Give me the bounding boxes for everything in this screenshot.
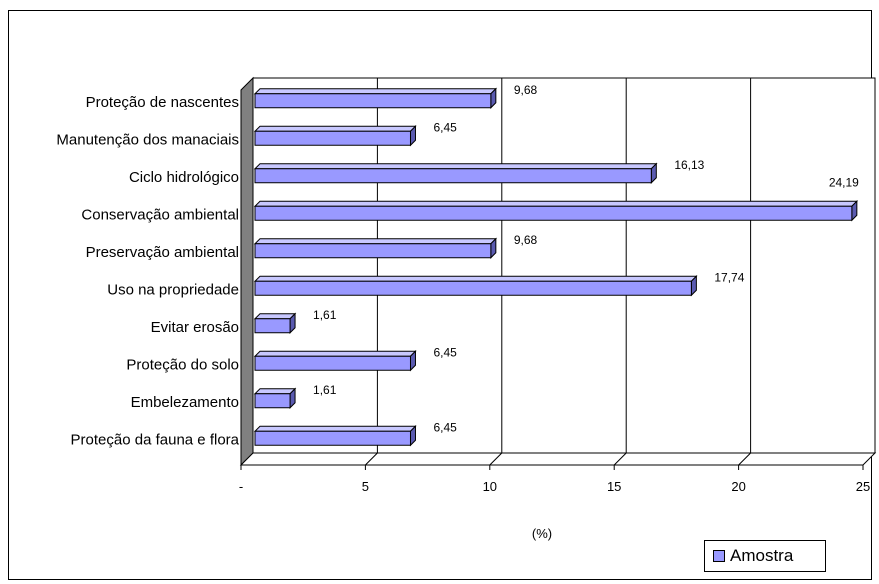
x-tick-label: 5 bbox=[362, 479, 369, 494]
legend-label: Amostra bbox=[730, 546, 794, 565]
bar bbox=[254, 355, 411, 371]
bar-top bbox=[253, 275, 698, 282]
category-label: Proteção da fauna e flora bbox=[71, 431, 240, 448]
bar-top bbox=[253, 238, 498, 245]
bar bbox=[254, 318, 291, 334]
data-label: 6,45 bbox=[433, 120, 457, 134]
bar-top bbox=[253, 313, 297, 320]
bar bbox=[254, 93, 492, 109]
gridline-floor bbox=[738, 452, 751, 466]
data-label: 16,13 bbox=[674, 158, 704, 172]
x-tick-label: 20 bbox=[731, 479, 745, 494]
category-label: Evitar erosão bbox=[151, 319, 239, 336]
x-tick-label: 10 bbox=[483, 479, 497, 494]
data-label: 1,61 bbox=[313, 308, 337, 322]
data-label: 9,68 bbox=[514, 83, 538, 97]
bar bbox=[254, 430, 411, 446]
bar-top bbox=[253, 388, 297, 395]
category-label: Preservação ambiental bbox=[86, 244, 239, 261]
x-axis-label: (%) bbox=[532, 526, 552, 541]
category-label: Conservação ambiental bbox=[81, 206, 239, 223]
bar-top bbox=[253, 200, 859, 207]
bar bbox=[254, 393, 291, 409]
data-label: 1,61 bbox=[313, 383, 337, 397]
category-label: Proteção de nascentes bbox=[86, 94, 239, 111]
x-tick-label: 25 bbox=[856, 479, 870, 494]
plot-side-wall bbox=[240, 76, 254, 467]
data-label: 24,19 bbox=[829, 175, 859, 189]
bar bbox=[254, 130, 411, 146]
data-label: 17,74 bbox=[714, 270, 744, 284]
bar bbox=[254, 168, 652, 184]
bar-top bbox=[253, 350, 417, 357]
category-label: Embelezamento bbox=[131, 394, 239, 411]
bar bbox=[254, 280, 692, 296]
bar-top bbox=[253, 425, 417, 432]
bar bbox=[254, 243, 492, 259]
plot-floor bbox=[239, 452, 877, 466]
data-label: 9,68 bbox=[514, 233, 538, 247]
data-label: 6,45 bbox=[433, 420, 457, 434]
bar-top bbox=[253, 88, 498, 95]
legend-swatch bbox=[713, 550, 725, 562]
category-label: Proteção do solo bbox=[126, 356, 239, 373]
gridline-floor bbox=[365, 452, 378, 466]
gridline-floor bbox=[613, 452, 627, 466]
gridline-floor bbox=[489, 452, 503, 466]
category-label: Uso na propriedade bbox=[107, 281, 239, 298]
x-tick-label: 15 bbox=[607, 479, 621, 494]
bar bbox=[254, 205, 853, 221]
x-tick-label: - bbox=[239, 479, 243, 494]
data-label: 6,45 bbox=[433, 345, 457, 359]
bar-top bbox=[253, 125, 417, 132]
bar-top bbox=[253, 163, 658, 170]
category-label: Ciclo hidrológico bbox=[129, 169, 239, 186]
legend: Amostra bbox=[704, 540, 826, 572]
category-label: Manutenção dos manaciais bbox=[56, 131, 239, 148]
